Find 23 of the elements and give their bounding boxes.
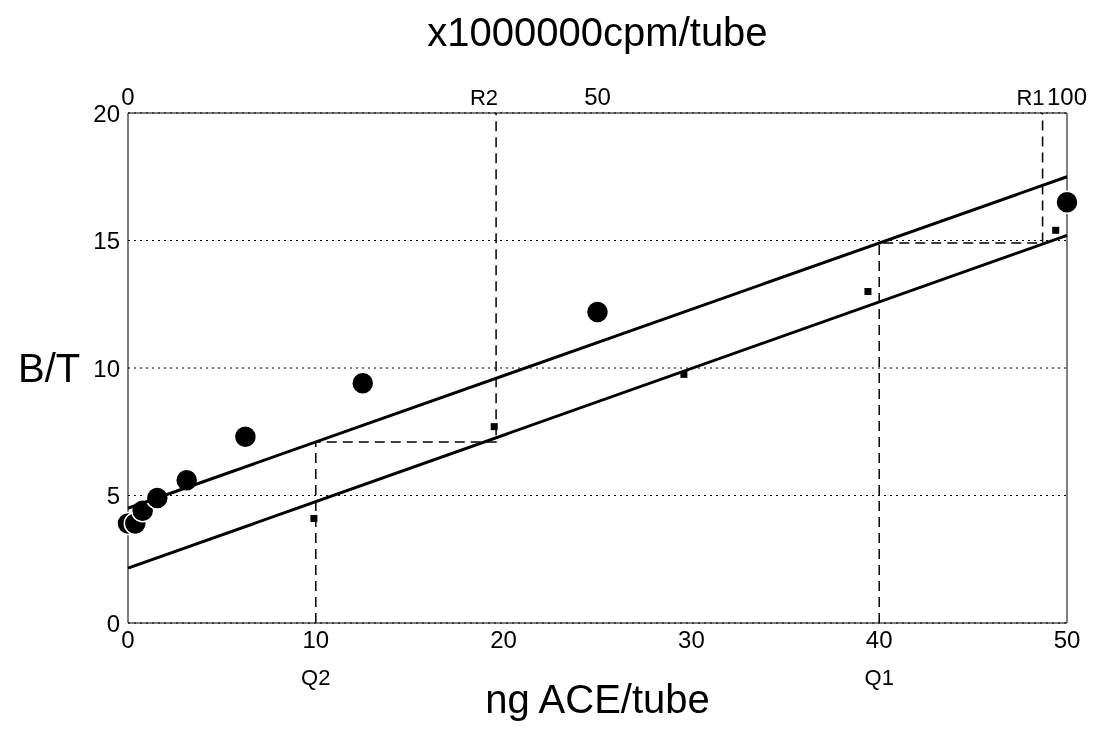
x-tick-label: 40: [865, 626, 893, 654]
x-tick-label: 50: [1053, 626, 1081, 654]
point: [1055, 190, 1079, 214]
annotation: Q1: [864, 665, 894, 690]
y-tick-label: 0: [106, 609, 120, 637]
annotation: R2: [469, 85, 499, 110]
x-tick-label: 10: [302, 626, 330, 654]
x-tick-label: 30: [678, 626, 705, 654]
x2-tick-label: 50: [584, 83, 611, 110]
point: [585, 300, 610, 324]
y-tick-label: 5: [106, 482, 120, 510]
y-tick-label: 20: [93, 99, 120, 127]
annotation: R1: [1016, 85, 1045, 110]
x-tick-label: 20: [490, 626, 517, 654]
point: [233, 425, 258, 449]
point: [351, 371, 375, 396]
y-tick-label: 15: [93, 227, 120, 255]
x2-tick-label: 100: [1046, 83, 1088, 110]
y-axis-title: B/T: [18, 346, 81, 391]
annotation: Q2: [301, 665, 331, 690]
x2-axis-title: x1000000cpm/tube: [427, 10, 768, 55]
y-tick-label: 10: [93, 354, 120, 382]
x-axis-title: ng ACE/tube: [485, 677, 710, 721]
